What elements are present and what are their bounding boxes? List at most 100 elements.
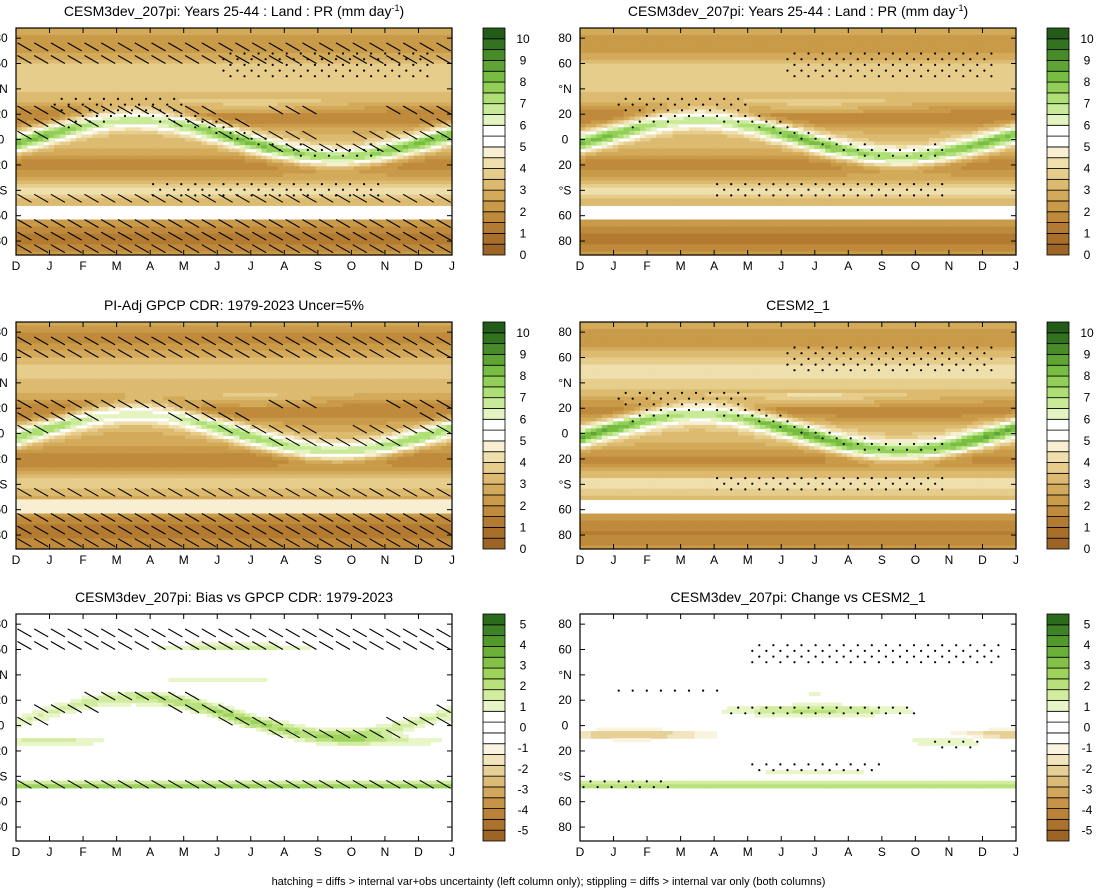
heat-cell [321,117,327,121]
heat-cell [234,149,240,153]
heat-cell [316,49,322,53]
heat-cell [141,191,147,195]
heat-cell [152,71,158,75]
heat-cell [65,142,71,146]
heat-cell [256,241,262,245]
heat-cell [392,88,398,92]
heat-cell [76,53,82,57]
heat-cell [16,67,22,71]
heat-cell [370,92,376,96]
heat-cell [174,184,180,188]
heat-cell [136,78,142,82]
heat-cell [21,71,27,75]
heat-cell [278,173,284,177]
heat-cell [180,95,186,99]
heat-cell [381,102,387,106]
heat-cell [354,113,360,117]
heat-cell [256,145,262,149]
heat-cell [354,95,360,99]
heat-cell [381,145,387,149]
heat-cell [60,102,66,106]
heat-cell [98,145,104,149]
heat-cell [65,138,71,142]
stipple-dot [236,194,238,196]
heat-cell [152,202,158,206]
heat-cell [392,85,398,89]
heat-cell [321,99,327,103]
heat-cell [392,230,398,234]
heat-cell [278,81,284,85]
heat-cell [229,78,235,82]
heat-cell [327,220,333,224]
heat-cell [245,67,251,71]
heat-cell [327,81,333,85]
heat-cell [327,106,333,110]
heat-cell [310,184,316,188]
heat-cell [158,78,164,82]
heat-cell [294,163,300,167]
heat-cell [27,53,33,57]
heat-cell [98,113,104,117]
heat-cell [294,170,300,174]
heat-cell [234,106,240,110]
heat-cell [169,102,175,106]
heat-cell [190,28,196,32]
heat-cell [403,177,409,181]
heat-cell [359,156,365,160]
heat-cell [321,237,327,241]
heat-cell [381,60,387,64]
stipple-dot [82,115,84,117]
heat-cell [130,241,136,245]
heat-cell [54,117,60,121]
heat-cell [54,149,60,153]
heat-cell [185,78,191,82]
heat-cell [43,53,49,57]
heat-cell [212,170,218,174]
heat-cell [163,220,169,224]
heat-cell [234,32,240,36]
heat-cell [114,127,120,131]
heat-cell [65,39,71,43]
heat-cell [141,145,147,149]
heat-cell [185,237,191,241]
heat-cell [250,110,256,114]
heat-cell [316,163,322,167]
heat-cell [283,223,289,227]
heat-cell [65,49,71,53]
heat-cell [43,42,49,46]
heat-cell [141,227,147,231]
heat-cell [441,173,447,177]
heat-cell [103,191,109,195]
heat-cell [141,67,147,71]
heat-cell [223,163,229,167]
heat-cell [158,152,164,156]
heat-cell [283,152,289,156]
heat-cell [343,32,349,36]
heat-cell [250,106,256,110]
heat-cell [398,220,404,224]
heat-cell [87,152,93,156]
heat-cell [103,138,109,142]
heat-cell [60,81,66,85]
heat-cell [21,113,27,117]
heat-cell [305,188,311,192]
heat-cell [256,120,262,124]
heat-cell [387,120,393,124]
heat-cell [299,173,305,177]
heat-cell [218,188,224,192]
heat-cell [299,67,305,71]
heat-cell [261,117,267,121]
heat-cell [370,159,376,163]
heat-cell [436,202,442,206]
heat-cell [147,78,153,82]
stipple-dot [208,194,210,196]
heat-cell [71,163,77,167]
heat-cell [343,28,349,32]
heat-cell [207,88,213,92]
heat-cell [419,159,425,163]
heat-cell [316,95,322,99]
heat-cell [169,166,175,170]
heat-cell [387,202,393,206]
heat-cell [283,202,289,206]
heat-cell [223,166,229,170]
